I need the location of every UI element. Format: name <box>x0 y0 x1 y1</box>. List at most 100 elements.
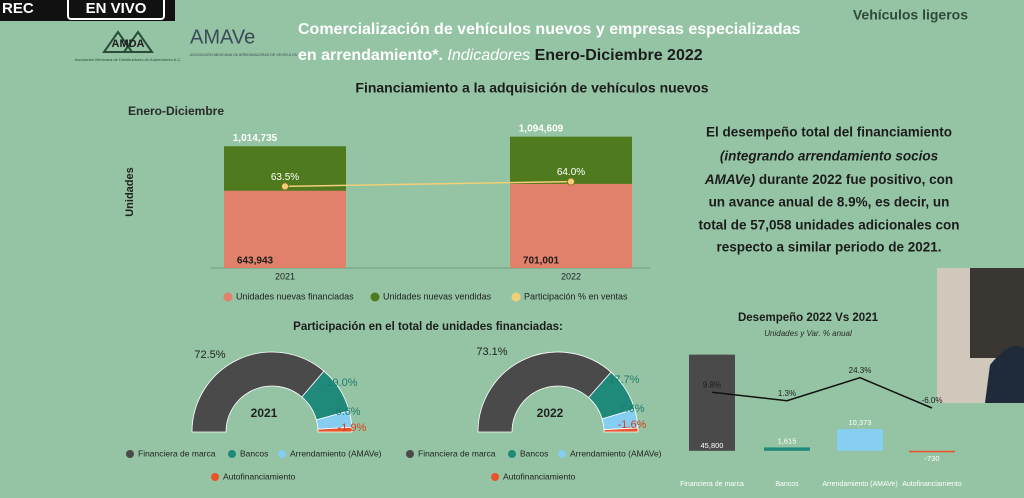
data-label: 701,001 <box>523 256 560 267</box>
x-tick-label: 2021 <box>275 271 295 281</box>
bar <box>510 183 632 268</box>
donut-heading: Participación en el total de unidades fi… <box>293 321 563 333</box>
legend-swatch <box>370 292 380 302</box>
x-tick-label: Autofinanciamiento <box>902 481 962 488</box>
live-box <box>67 0 165 20</box>
line <box>711 376 933 409</box>
summary-line: (integrando arrendamiento socios <box>720 149 939 164</box>
data-label: -1.6% <box>618 419 647 431</box>
legend-swatch <box>278 450 286 458</box>
title-line1: Comercialización de vehículos nuevos y e… <box>298 21 801 38</box>
y-axis-label: Unidades <box>124 167 136 217</box>
point <box>281 182 289 191</box>
legend-swatch <box>491 473 499 481</box>
bar <box>224 190 346 268</box>
chart-subtitle: Unidades y Var. % anual <box>764 329 852 338</box>
data-label: 64.0% <box>557 167 585 178</box>
tag: Vehículos ligeros <box>853 7 968 23</box>
legend-swatch <box>126 450 134 458</box>
legend-swatch <box>211 473 219 481</box>
legend-swatch <box>223 292 233 302</box>
chart-title: Desempeño 2022 Vs 2021 <box>738 312 879 324</box>
summary-line: respecto a similar periodo de 2021. <box>716 240 941 255</box>
legend-label: Participación % en ventas <box>524 291 628 301</box>
legend-swatch <box>558 450 566 458</box>
webcam-person <box>985 346 1024 403</box>
legend-label: Financiera de marca <box>418 448 496 458</box>
bar <box>837 429 883 451</box>
donut-slice <box>477 351 612 433</box>
summary-line: un avance anual de 8.9%, es decir, un <box>709 195 950 210</box>
x-tick-label: Arrendamiento (AMAVe) <box>822 481 897 488</box>
data-label: 72.5% <box>194 349 225 361</box>
legend-label: Arrendamiento (AMAVe) <box>290 448 382 458</box>
rec: REC <box>2 0 34 17</box>
legend-label: Unidades nuevas vendidas <box>383 291 492 301</box>
legend-label: Autofinanciamiento <box>503 471 576 481</box>
legend-label: Unidades nuevas financiadas <box>236 291 354 301</box>
data-label: -730 <box>924 454 939 463</box>
bar <box>909 450 955 453</box>
bar <box>764 447 810 451</box>
legend-swatch <box>508 450 516 458</box>
data-label: 7.6% <box>619 403 644 415</box>
legend-label: Financiera de marca <box>138 448 216 458</box>
summary-line: total de 57,058 unidades adicionales con <box>698 218 959 233</box>
summary: El desempeño total del financiamiento (i… <box>698 125 959 255</box>
data-label: 1,094,609 <box>519 123 564 134</box>
legend-swatch <box>228 450 236 458</box>
x-tick-label: Bancos <box>775 481 799 488</box>
amda-icon <box>102 30 154 53</box>
legend-swatch <box>511 292 521 302</box>
data-label: 6.6% <box>335 406 360 418</box>
donut-slice <box>191 351 325 433</box>
data-label: 63.5% <box>271 172 299 183</box>
summary-part: AMAVe) <box>704 172 756 187</box>
summary-part: durante 2022 fue positivo, con <box>755 172 953 187</box>
donut-slice <box>603 427 639 433</box>
data-label: 45,800 <box>701 441 724 450</box>
legend-label: Arrendamiento (AMAVe) <box>570 448 662 458</box>
legend-label: Bancos <box>520 448 548 458</box>
logo-amda: AMDA <box>112 38 145 50</box>
logo-amda-sub: Asociación Mexicana de Distribuidores de… <box>75 57 182 62</box>
legend-label: Autofinanciamiento <box>223 471 296 481</box>
title-line2: en arrendamiento*. Indicadores Enero-Dic… <box>298 47 703 64</box>
line-label: 24.3% <box>849 366 872 375</box>
x-tick-label: Financiera de marca <box>680 481 744 488</box>
donut-center: 2022 <box>537 406 564 420</box>
data-label: 10,373 <box>849 418 872 427</box>
line-label: 1.3% <box>778 389 796 398</box>
data-label: 1,615 <box>778 436 797 445</box>
summary-line: AMAVe) durante 2022 fue positivo, con <box>704 172 953 187</box>
line-label: -6.0% <box>922 396 943 405</box>
legend-swatch <box>406 450 414 458</box>
donut-slice <box>317 426 353 433</box>
logo-amave-sub: ASOCIACIÓN MEXICANA DE ARRENDADORAS DE V… <box>190 52 298 57</box>
period: Enero-Diciembre <box>128 104 224 118</box>
data-label: 73.1% <box>476 346 507 358</box>
bar <box>689 354 735 451</box>
summary-line: El desempeño total del financiamiento <box>706 125 952 140</box>
line-label: 9.8% <box>703 380 721 389</box>
x-tick-label: 2022 <box>561 271 581 281</box>
section-title: Financiamiento a la adquisición de vehíc… <box>355 80 708 96</box>
stream-bar <box>0 0 175 21</box>
webcam <box>937 268 1024 403</box>
data-label: 643,943 <box>237 256 274 267</box>
data-label: 17.7% <box>608 374 639 386</box>
title-part: en arrendamiento*. <box>298 47 443 64</box>
webcam-shelf <box>970 268 1024 358</box>
line <box>284 180 572 188</box>
title-bold: Enero-Diciembre 2022 <box>535 47 703 64</box>
data-label: 19.0% <box>326 377 357 389</box>
donut-center: 2021 <box>251 406 278 420</box>
title-italic: Indicadores <box>447 47 530 64</box>
point <box>567 177 575 186</box>
data-label: 1,014,735 <box>233 133 278 144</box>
logo-amave: AMAVe <box>190 26 255 48</box>
live: EN VIVO <box>86 0 147 17</box>
data-label: -1.9% <box>338 422 367 434</box>
legend-label: Bancos <box>240 448 268 458</box>
